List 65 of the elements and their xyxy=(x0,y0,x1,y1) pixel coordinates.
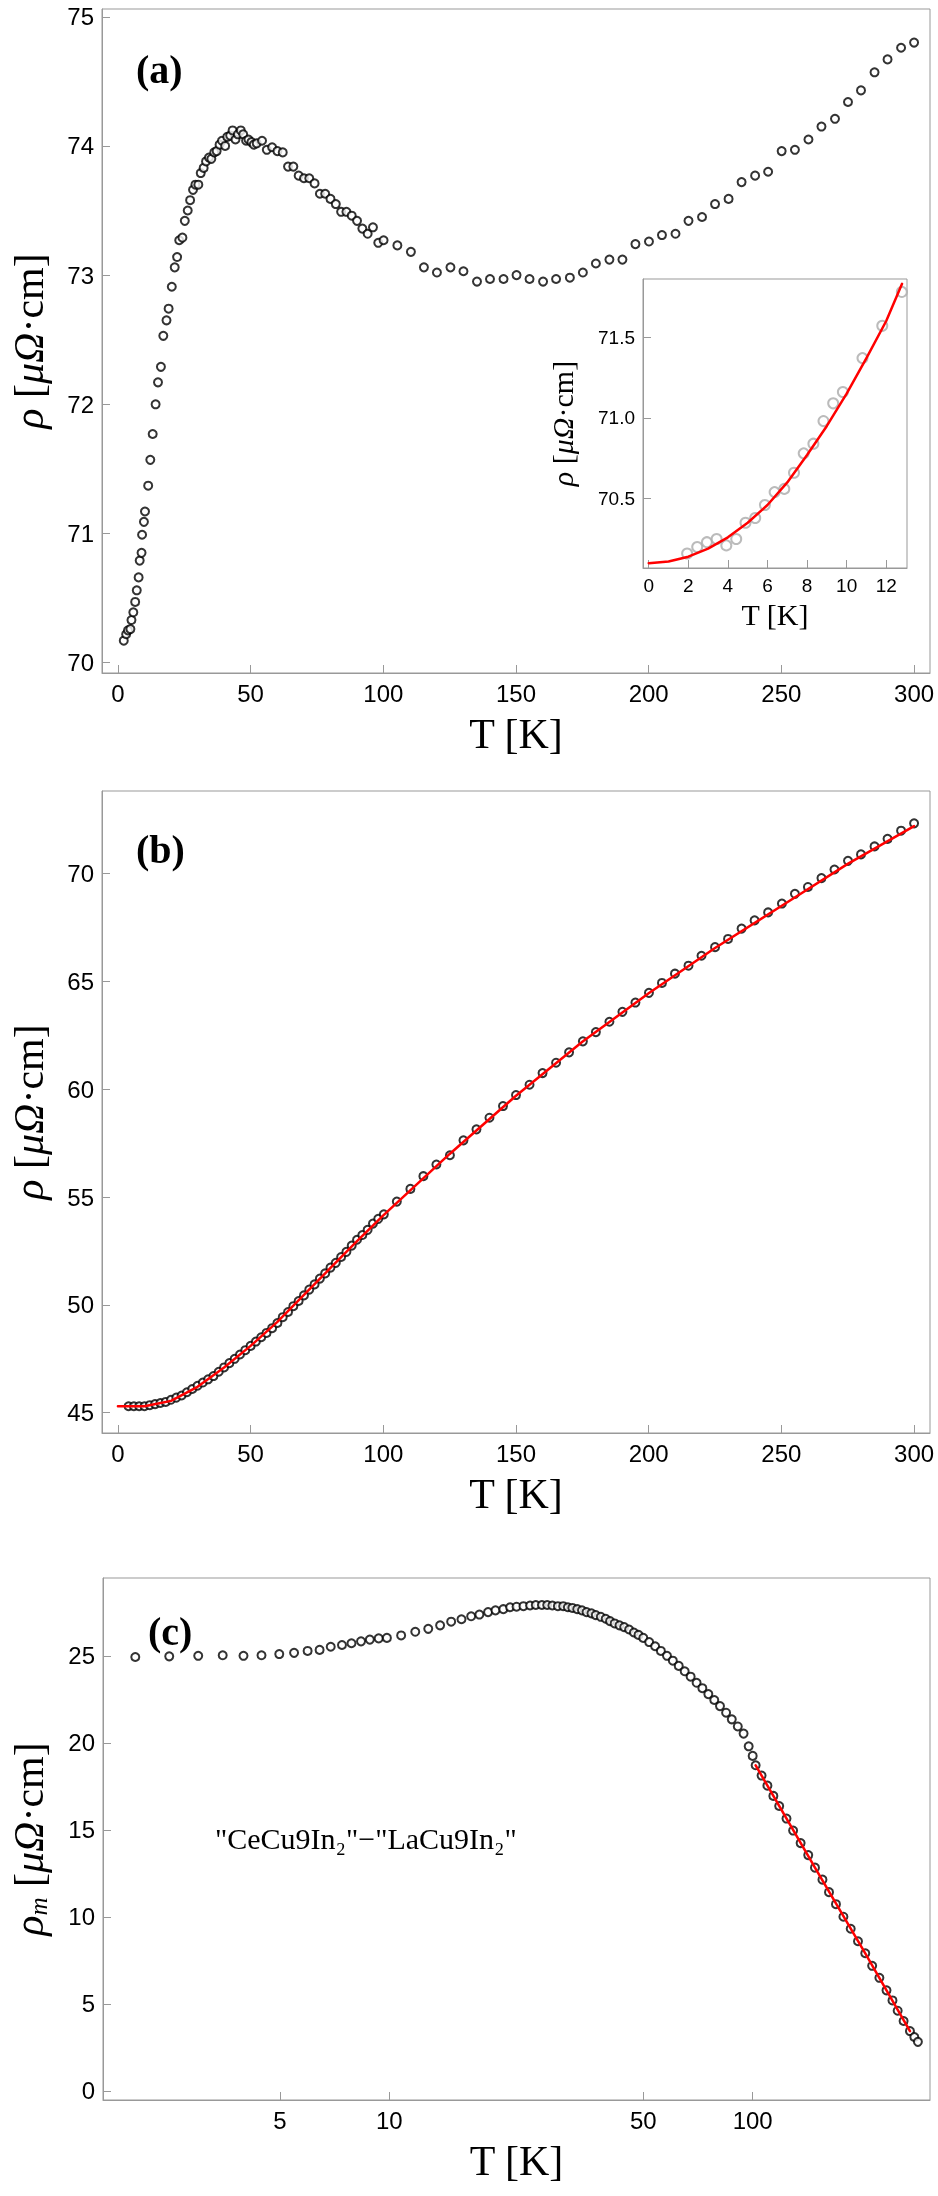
point xyxy=(827,397,840,410)
x-tick-label: 4 xyxy=(722,575,734,596)
y-tick-label: 50 xyxy=(67,1291,94,1319)
point xyxy=(700,536,713,549)
x-tick-label: 100 xyxy=(363,1439,404,1467)
x-tick-label: 250 xyxy=(761,679,802,707)
y-tick-label: 72 xyxy=(67,390,94,418)
y-tick-label: 75 xyxy=(67,3,94,31)
x-axis-title: T [K] xyxy=(469,2138,564,2184)
x-tick-label: 0 xyxy=(111,679,125,707)
y-tick-label: 71.0 xyxy=(598,407,635,429)
point xyxy=(730,532,743,545)
x-axis-title: T [K] xyxy=(469,1471,563,1517)
point xyxy=(691,541,704,554)
y-tick-label: 15 xyxy=(68,1816,95,1844)
point xyxy=(720,539,733,552)
x-tick-label: 5 xyxy=(273,2106,287,2134)
point xyxy=(817,415,830,428)
text: (a) xyxy=(136,46,183,92)
line-series xyxy=(647,282,904,565)
y-axis-title: ρ [μΩ·cm] xyxy=(6,253,52,431)
x-tick-label: 0 xyxy=(643,575,655,596)
y-tick-label: 70 xyxy=(67,860,94,888)
y-tick-label: 0 xyxy=(81,2077,95,2105)
x-tick-label: 50 xyxy=(237,1439,264,1467)
x-axis-title: T [K] xyxy=(741,598,809,632)
y-tick-label: 70 xyxy=(67,649,94,677)
x-tick-label: 300 xyxy=(894,1439,935,1467)
y-tick-label: 65 xyxy=(67,967,94,995)
y-axis-title: ρ [μΩ·cm] xyxy=(545,360,579,488)
y-tick-label: 55 xyxy=(67,1183,94,1211)
x-tick-label: 200 xyxy=(628,679,669,707)
text: (b) xyxy=(136,826,185,872)
y-tick-label: 25 xyxy=(68,1642,95,1670)
x-tick-label: 100 xyxy=(732,2106,773,2134)
annotation: "CeCu9In₂"−"LaCu9In₂" xyxy=(215,1821,517,1855)
x-tick-label: 200 xyxy=(628,1439,669,1467)
y-tick-label: 20 xyxy=(68,1729,95,1757)
x-tick-label: 150 xyxy=(495,1439,537,1467)
y-tick-label: 60 xyxy=(67,1075,94,1103)
y-tick-label: 74 xyxy=(67,132,94,160)
x-tick-label: 0 xyxy=(111,1439,125,1467)
y-tick-label: 45 xyxy=(67,1399,94,1427)
x-tick-label: 50 xyxy=(629,2106,657,2134)
y-tick-label: 70.5 xyxy=(598,488,635,510)
y-axis-title: ρ [μΩ·cm] xyxy=(6,1024,52,1202)
y-tick-label: 73 xyxy=(67,261,94,289)
x-tick-label: 250 xyxy=(761,1439,802,1467)
y-tick-label: 10 xyxy=(68,1903,95,1931)
y-tick-label: 71.5 xyxy=(598,326,635,348)
x-tick-label: 300 xyxy=(894,679,935,707)
text: (c) xyxy=(148,1608,193,1654)
y-tick-label: 5 xyxy=(81,1990,95,2018)
x-axis-title: T [K] xyxy=(469,711,563,757)
x-tick-label: 150 xyxy=(495,679,537,707)
x-tick-label: 50 xyxy=(237,679,264,707)
x-tick-label: 12 xyxy=(875,575,897,596)
x-tick-label: 10 xyxy=(836,575,858,596)
x-tick-label: 2 xyxy=(683,575,694,596)
x-tick-label: 6 xyxy=(762,575,773,596)
x-tick-label: 8 xyxy=(801,575,813,596)
y-tick-label: 71 xyxy=(67,519,94,547)
y-axis-title: ρm [μΩ·cm] xyxy=(6,1742,52,1938)
x-tick-label: 10 xyxy=(375,2106,403,2134)
x-tick-label: 100 xyxy=(363,679,404,707)
